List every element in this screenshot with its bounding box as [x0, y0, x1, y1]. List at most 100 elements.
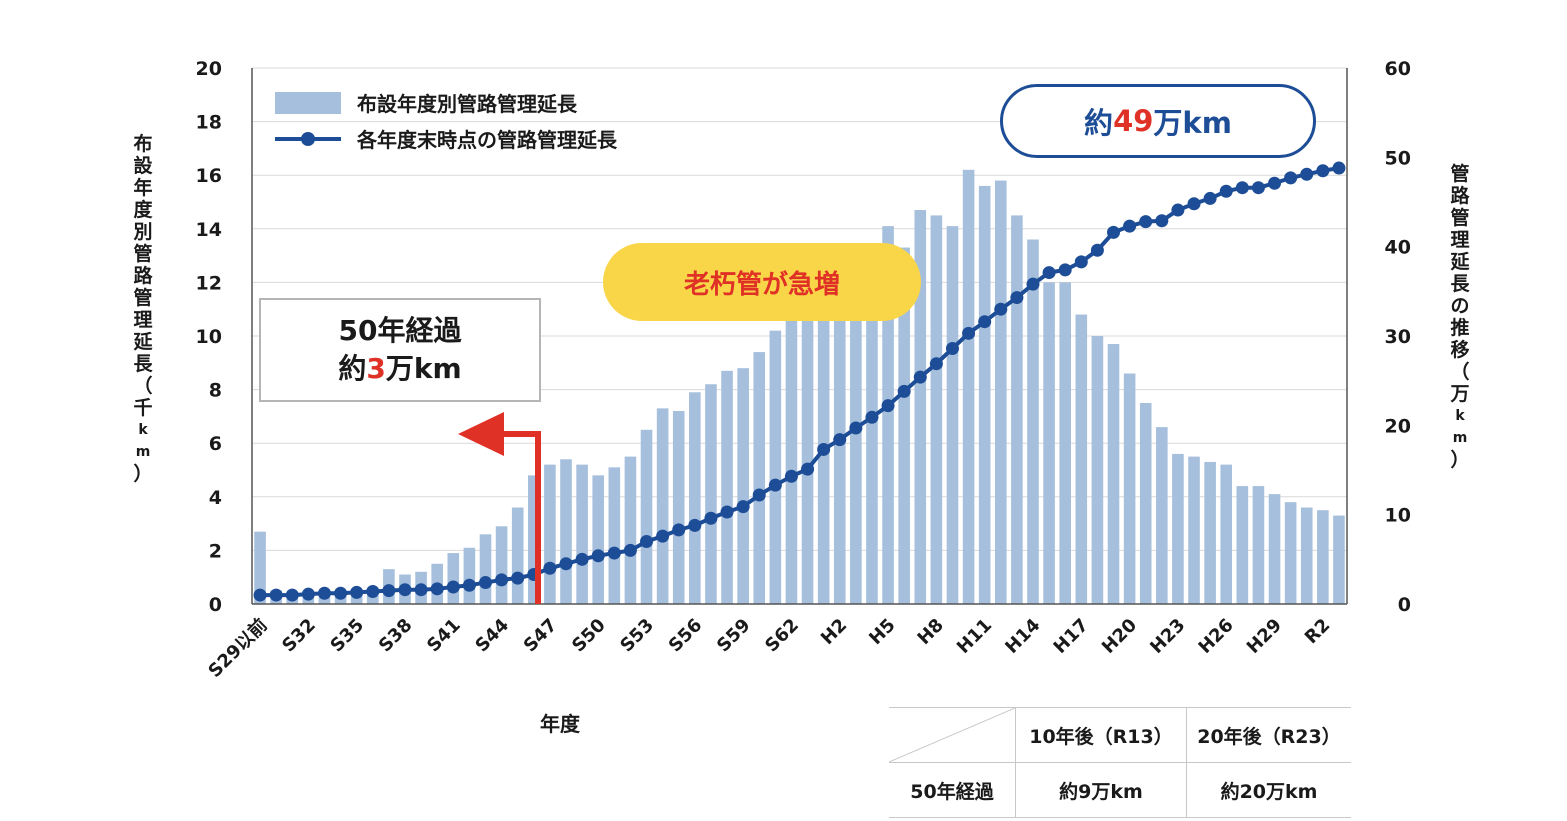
line-point — [430, 582, 444, 596]
axis-label-char: 管 — [1450, 207, 1470, 229]
axis-label-char: 千 — [133, 397, 153, 419]
bar — [1317, 510, 1329, 604]
line-point — [1042, 266, 1056, 280]
x-tick: S62 — [761, 615, 803, 657]
line-point — [269, 588, 283, 602]
axis-label-char: 設 — [133, 155, 153, 177]
bar — [1284, 502, 1297, 604]
legend-line-marker — [301, 132, 315, 146]
bar — [528, 475, 540, 604]
line-point — [672, 523, 686, 537]
bar — [576, 464, 588, 604]
line-point — [1058, 263, 1072, 277]
bar — [1043, 282, 1055, 604]
line-point — [1268, 176, 1282, 190]
bar — [1204, 461, 1216, 604]
legend-line-label: 各年度末時点の管路管理延長 — [356, 128, 618, 152]
y-tick-right: 0 — [1398, 594, 1411, 616]
over-50-arrow — [458, 412, 541, 604]
bar — [1172, 453, 1184, 604]
line-point — [1219, 184, 1233, 198]
line-point — [865, 410, 879, 424]
y-tick-left: 4 — [209, 487, 222, 509]
y-axis-right-label: 管路管理延長の推移（万 k m ） — [1448, 163, 1472, 471]
bar — [978, 185, 991, 605]
line-point — [688, 518, 702, 532]
line-point — [833, 433, 847, 447]
legend: 布設年度別管路管理延長 各年度末時点の管路管理延長 — [275, 92, 618, 152]
axis-label-char: 推 — [1450, 317, 1470, 339]
x-tick: H14 — [1001, 615, 1044, 658]
axis-label-char: ） — [1450, 449, 1470, 471]
line-point — [575, 552, 589, 566]
x-tick: H8 — [914, 615, 948, 649]
bar — [1091, 336, 1104, 604]
y-tick-right: 60 — [1385, 58, 1411, 80]
line-point — [704, 511, 718, 525]
bar — [1123, 373, 1136, 604]
line-point — [1090, 243, 1104, 257]
bar — [721, 370, 733, 604]
over-50-box: 50年経過 約3万km — [259, 298, 541, 402]
x-tick: S50 — [568, 615, 610, 657]
bar — [753, 352, 766, 604]
bar — [882, 226, 894, 604]
y-tick-left: 8 — [209, 380, 222, 402]
bar — [1236, 486, 1249, 604]
bar — [946, 226, 959, 604]
table-value-10yr: 約9万km — [1015, 762, 1187, 818]
line-point — [1251, 181, 1265, 195]
x-tick: H17 — [1050, 615, 1093, 658]
bar — [463, 547, 476, 604]
line-point — [317, 586, 331, 600]
bar — [689, 392, 701, 604]
bar — [495, 526, 508, 604]
table-row-label: 50年経過 — [889, 762, 1016, 818]
bar — [994, 180, 1007, 604]
axis-label-char: 路 — [1450, 185, 1470, 207]
bar — [511, 507, 524, 604]
bar — [866, 277, 878, 604]
line-point — [768, 478, 782, 492]
y-axis-left-ticks: 0 2 4 6 8 10 12 14 16 18 20 — [196, 58, 222, 616]
line-point — [1332, 161, 1346, 175]
x-tick: S47 — [520, 615, 562, 657]
line-point — [945, 342, 959, 356]
line-point — [640, 534, 654, 548]
line-point — [962, 326, 976, 340]
axis-label-char: 路 — [133, 265, 153, 287]
line-point — [1123, 219, 1137, 233]
line-point — [350, 585, 364, 599]
y-tick-right: 40 — [1385, 237, 1411, 259]
x-tick: S41 — [423, 615, 465, 657]
bar — [1011, 215, 1023, 604]
line-point — [1284, 171, 1298, 185]
line-series — [253, 161, 1346, 602]
surge-badge: 老朽管が急増 — [603, 243, 921, 321]
y-tick-left: 2 — [209, 540, 222, 562]
line-point — [752, 488, 766, 502]
bar — [785, 317, 798, 604]
bar — [1252, 486, 1265, 604]
x-tick: S53 — [616, 615, 658, 657]
over-50-line2: 約3万km — [338, 352, 462, 385]
line-point — [543, 561, 557, 575]
line-point — [1203, 191, 1217, 205]
bar — [447, 553, 460, 604]
y-tick-left: 16 — [196, 165, 222, 187]
bar — [1268, 494, 1281, 604]
line-point — [285, 588, 299, 602]
y-tick-right: 30 — [1385, 326, 1411, 348]
line-point — [366, 584, 380, 598]
table-header-10yr: 10年後（R13） — [1015, 707, 1187, 763]
bar — [737, 368, 749, 604]
line-point — [382, 584, 396, 598]
line-point — [559, 557, 573, 571]
y-axis-left-label: 布設年度別管路管理延長（千 k m ） — [131, 133, 155, 485]
bar — [592, 475, 605, 604]
y-tick-right: 20 — [1385, 415, 1411, 437]
x-tick: S59 — [713, 615, 755, 657]
axis-label-char: 管 — [1450, 163, 1470, 185]
axis-label-char: k — [138, 422, 148, 438]
axis-label-char: 長 — [133, 353, 153, 375]
